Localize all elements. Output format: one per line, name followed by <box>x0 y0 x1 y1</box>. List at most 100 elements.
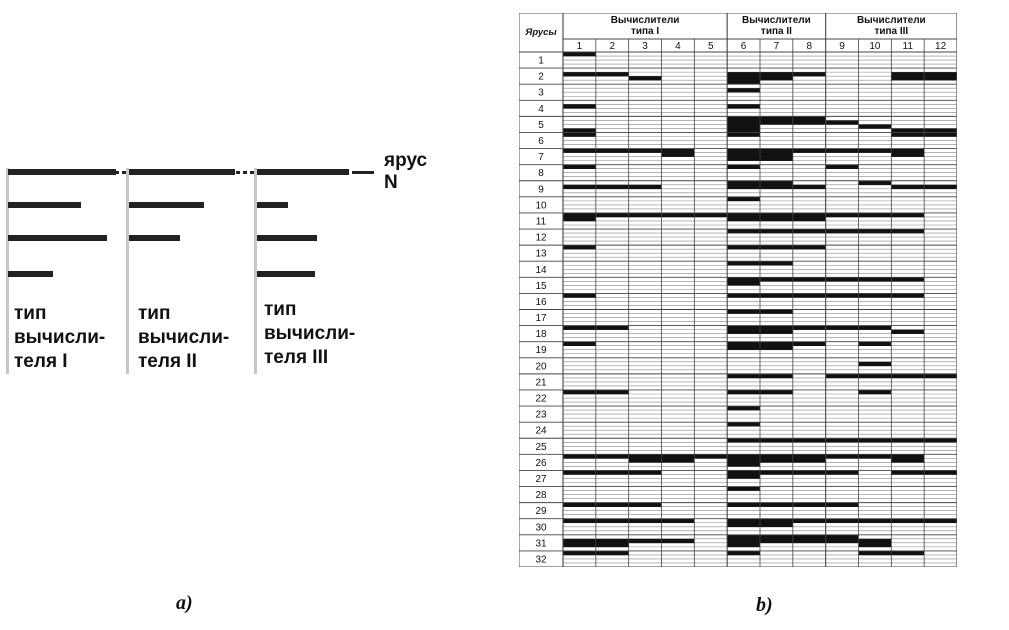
occupied-slot <box>760 522 793 528</box>
tier-row-label: 29 <box>535 506 547 517</box>
occupied-slot <box>792 538 826 544</box>
tier-row-label: 26 <box>535 458 547 469</box>
load-bar <box>8 169 116 175</box>
tier-row-label: 8 <box>538 168 544 179</box>
occupied-slot <box>727 104 760 109</box>
occupied-slot <box>727 542 760 548</box>
occupied-slot <box>825 277 859 282</box>
occupied-slot <box>727 389 760 395</box>
tier-row-label: 31 <box>535 538 547 549</box>
occupied-slot <box>760 72 793 77</box>
occupied-slot <box>858 518 892 524</box>
tier-connector-line <box>236 171 254 174</box>
occupied-slot <box>891 212 925 218</box>
occupied-slot <box>727 281 760 286</box>
occupied-slot <box>825 538 859 544</box>
occupied-slot <box>727 373 760 379</box>
occupied-slot <box>727 148 760 153</box>
occupied-slot <box>563 104 596 109</box>
column-number: 5 <box>708 41 714 52</box>
occupied-slot <box>563 389 596 395</box>
occupied-slot <box>595 184 629 190</box>
occupied-slot <box>825 325 859 330</box>
occupied-slot <box>760 184 793 190</box>
occupied-slot <box>661 538 695 544</box>
occupied-slot <box>891 454 925 459</box>
group-header-label: типа I <box>631 26 659 37</box>
occupied-slot <box>563 132 596 137</box>
occupied-slot <box>891 148 925 153</box>
occupied-slot <box>595 470 629 475</box>
tier-row-label: 25 <box>535 442 547 453</box>
column-number: 1 <box>577 41 583 52</box>
type-column-divider <box>254 168 257 374</box>
tier-row-label: 15 <box>535 281 547 292</box>
occupied-slot <box>858 148 892 153</box>
tier-row-label: 13 <box>535 249 547 260</box>
occupied-slot <box>924 72 957 77</box>
tier-row-label: 7 <box>538 152 544 163</box>
occupied-slot <box>760 309 793 314</box>
panel-b-caption: b) <box>756 594 773 616</box>
occupied-slot <box>760 116 793 121</box>
occupied-slot <box>760 245 793 250</box>
occupied-slot <box>595 325 629 330</box>
occupied-slot <box>760 458 793 463</box>
occupied-slot <box>792 470 826 475</box>
occupied-slot <box>661 518 695 524</box>
occupied-slot <box>760 341 793 347</box>
row-header-label: Ярусы <box>524 27 556 38</box>
column-number: 11 <box>903 41 914 52</box>
load-bar <box>257 235 317 241</box>
occupied-slot <box>792 458 826 463</box>
occupied-slot <box>628 454 662 459</box>
occupied-slot <box>825 229 859 234</box>
occupied-slot <box>563 148 596 153</box>
tier-row-label: 28 <box>535 490 547 501</box>
occupied-slot <box>792 212 826 218</box>
occupied-slot <box>628 148 662 153</box>
occupied-slot <box>727 406 760 411</box>
occupied-slot <box>760 438 793 443</box>
occupied-slot <box>661 152 695 157</box>
occupied-slot <box>563 245 596 250</box>
occupied-slot <box>760 538 793 544</box>
occupied-slot <box>792 438 826 443</box>
column-number: 12 <box>935 41 947 52</box>
occupied-slot <box>760 325 793 330</box>
occupied-slot <box>563 164 596 169</box>
occupied-slot <box>924 518 957 524</box>
occupied-slot <box>792 245 826 250</box>
occupied-slot <box>727 116 760 121</box>
occupied-slot <box>727 245 760 250</box>
occupied-slot <box>563 550 596 556</box>
occupied-slot <box>891 373 925 379</box>
occupied-slot <box>924 184 957 190</box>
occupied-slot <box>891 184 925 190</box>
occupied-slot <box>858 361 892 367</box>
load-bar <box>129 169 235 175</box>
occupied-slot <box>792 216 826 222</box>
occupied-slot <box>563 216 596 222</box>
occupied-slot <box>891 458 925 463</box>
occupied-slot <box>661 454 695 459</box>
occupied-slot <box>727 458 760 463</box>
occupied-slot <box>924 438 957 443</box>
occupied-slot <box>891 76 925 81</box>
column-number: 7 <box>774 41 780 52</box>
occupied-slot <box>628 518 662 524</box>
occupied-slot <box>563 341 596 347</box>
occupied-slot <box>727 229 760 234</box>
occupied-slot <box>825 502 859 507</box>
occupied-slot <box>858 293 892 298</box>
occupied-slot <box>924 132 957 137</box>
tier-row-label: 24 <box>535 426 547 437</box>
occupied-slot <box>760 120 793 125</box>
tier-row-label: 22 <box>535 394 547 405</box>
occupied-slot <box>563 72 596 77</box>
occupied-slot <box>924 470 957 475</box>
occupied-slot <box>563 184 596 190</box>
group-header-label: Вычислители <box>857 15 926 26</box>
occupied-slot <box>825 454 859 459</box>
